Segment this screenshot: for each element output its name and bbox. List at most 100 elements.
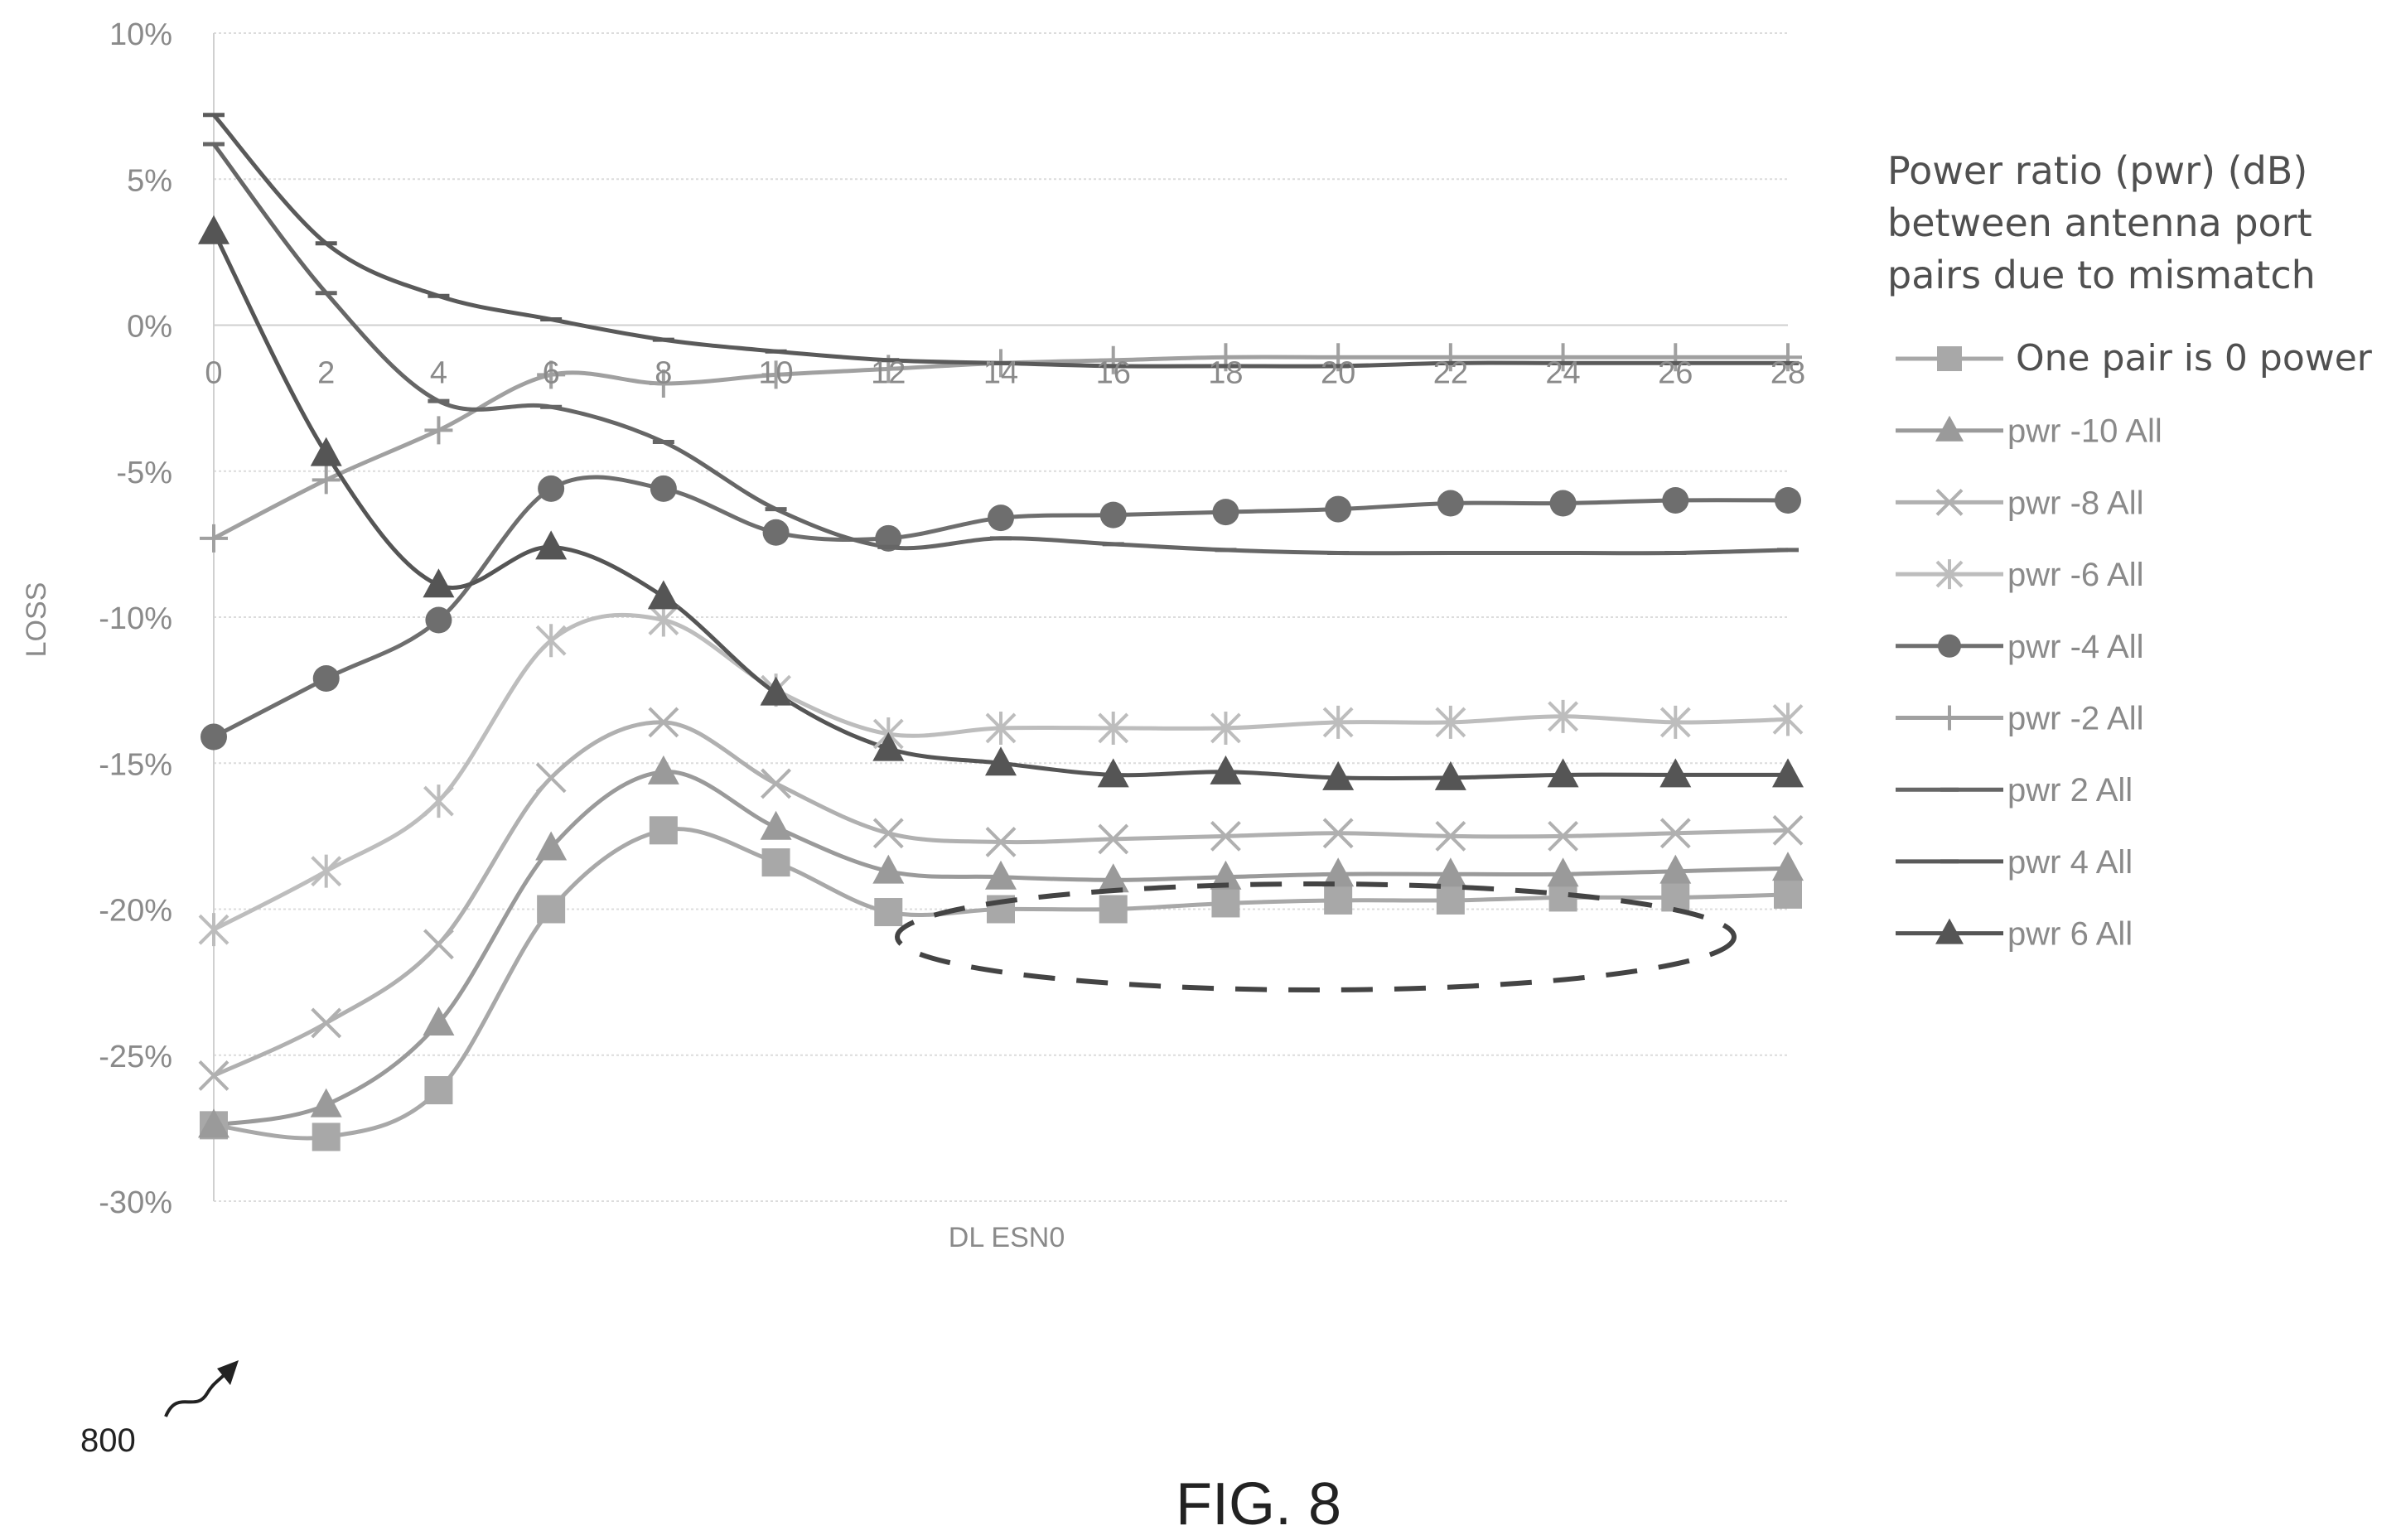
- data-point: [1548, 820, 1578, 852]
- legend-swatch-marker: [1937, 346, 1962, 371]
- reference-arrow-icon: [164, 1369, 230, 1417]
- data-point: [1210, 860, 1242, 890]
- data-point: [1211, 889, 1240, 918]
- data-point: [198, 215, 229, 244]
- data-point: [1322, 705, 1354, 739]
- data-point: [535, 624, 567, 658]
- data-point: [535, 530, 568, 560]
- data-point: [985, 746, 1017, 776]
- y-tick-label: -10%: [99, 601, 172, 636]
- legend-entry-label: pwr -6 All: [2007, 557, 2144, 593]
- data-point: [1434, 760, 1466, 790]
- data-point: [198, 1060, 229, 1091]
- x-tick-label: 26: [1658, 356, 1693, 391]
- data-point: [761, 360, 790, 389]
- data-point: [423, 1006, 455, 1036]
- legend-swatch-marker: [1937, 705, 1962, 731]
- data-point: [1659, 705, 1691, 739]
- data-point: [200, 524, 228, 553]
- data-point: [425, 606, 452, 634]
- data-point: [312, 466, 341, 495]
- legend-entry-label: pwr -8 All: [2007, 485, 2144, 521]
- data-point: [874, 898, 903, 927]
- data-point: [311, 1007, 342, 1039]
- data-point: [1772, 814, 1804, 846]
- data-point: [1548, 699, 1578, 733]
- y-tick-label: -20%: [99, 894, 172, 929]
- x-tick-label: 8: [655, 356, 672, 391]
- data-point: [1436, 343, 1465, 372]
- series-line: [212, 612, 1789, 932]
- data-point: [649, 816, 678, 845]
- legend: Power ratio (pwr) (dB) between antenna po…: [1887, 148, 2373, 953]
- y-axis-title: LOSS: [21, 582, 52, 658]
- data-point: [1772, 702, 1804, 736]
- series-line: [212, 113, 1788, 369]
- x-tick-labels: 0 2 4 6 8 10 12 14 16 18 20 22 24 26 28: [205, 356, 1805, 391]
- data-point: [648, 707, 679, 738]
- x-tick-label: 6: [543, 356, 560, 391]
- data-point: [1547, 857, 1579, 887]
- x-axis-title: DL ESN0: [949, 1222, 1065, 1253]
- data-point: [1098, 711, 1129, 745]
- data-point: [875, 524, 902, 552]
- y-tick-label: 0%: [127, 310, 172, 345]
- data-point: [985, 827, 1017, 857]
- reference-number: 800: [80, 1422, 136, 1459]
- data-point: [1774, 880, 1802, 909]
- data-point: [872, 854, 905, 884]
- legend-swatch-marker: [1938, 634, 1961, 658]
- data-point: [1774, 343, 1802, 372]
- data-point: [1322, 818, 1354, 849]
- data-point: [1322, 857, 1355, 887]
- legend-title-line: pairs due to mismatch: [1887, 253, 2316, 297]
- y-tick-label: -5%: [116, 456, 172, 490]
- y-tick-label: -30%: [99, 1185, 172, 1220]
- data-point: [1097, 863, 1129, 893]
- data-point: [200, 723, 227, 751]
- data-point: [538, 475, 565, 502]
- data-point: [1772, 758, 1804, 788]
- data-point: [537, 360, 566, 389]
- data-point: [535, 762, 567, 794]
- x-tick-label: 0: [205, 356, 222, 391]
- data-point: [312, 665, 340, 693]
- data-point: [1099, 501, 1127, 529]
- x-tick-label: 14: [983, 356, 1018, 391]
- x-tick-label: 4: [430, 356, 447, 391]
- legend-entry-label: pwr -10 All: [2007, 413, 2162, 450]
- legend-swatch-marker: [1935, 918, 1964, 944]
- series-line: [213, 770, 1789, 1127]
- legend-entry-label: pwr 6 All: [2007, 916, 2133, 953]
- data-point: [1435, 820, 1466, 852]
- data-point: [1324, 886, 1353, 915]
- data-point: [423, 784, 454, 818]
- data-point: [988, 504, 1014, 532]
- data-point: [649, 369, 678, 398]
- data-point: [310, 437, 342, 466]
- legend-swatch-marker: [1935, 415, 1964, 442]
- data-point: [1210, 820, 1241, 852]
- y-tick-label: -15%: [99, 747, 172, 782]
- legend-entry-label: pwr 4 All: [2007, 844, 2133, 881]
- series-line: [213, 827, 1789, 1141]
- data-point: [1547, 758, 1579, 788]
- data-point: [872, 731, 905, 761]
- data-point: [1661, 883, 1690, 912]
- data-point: [423, 929, 454, 960]
- data-point: [1099, 345, 1128, 374]
- legend-entry-label: pwr -4 All: [2007, 629, 2144, 665]
- data-point: [311, 854, 342, 888]
- data-point: [761, 848, 790, 877]
- x-tick-label: 20: [1321, 356, 1355, 391]
- series-line: [212, 475, 1789, 739]
- legend-title-line: between antenna port: [1887, 200, 2312, 245]
- x-tick-label: 24: [1545, 356, 1580, 391]
- data-point: [537, 895, 566, 924]
- dashed-highlight-ellipse: [895, 881, 1737, 992]
- data-point: [1662, 487, 1689, 514]
- data-point: [310, 1088, 342, 1118]
- data-point: [1548, 343, 1577, 372]
- data-point: [647, 755, 679, 784]
- x-tick-label: 2: [317, 356, 335, 391]
